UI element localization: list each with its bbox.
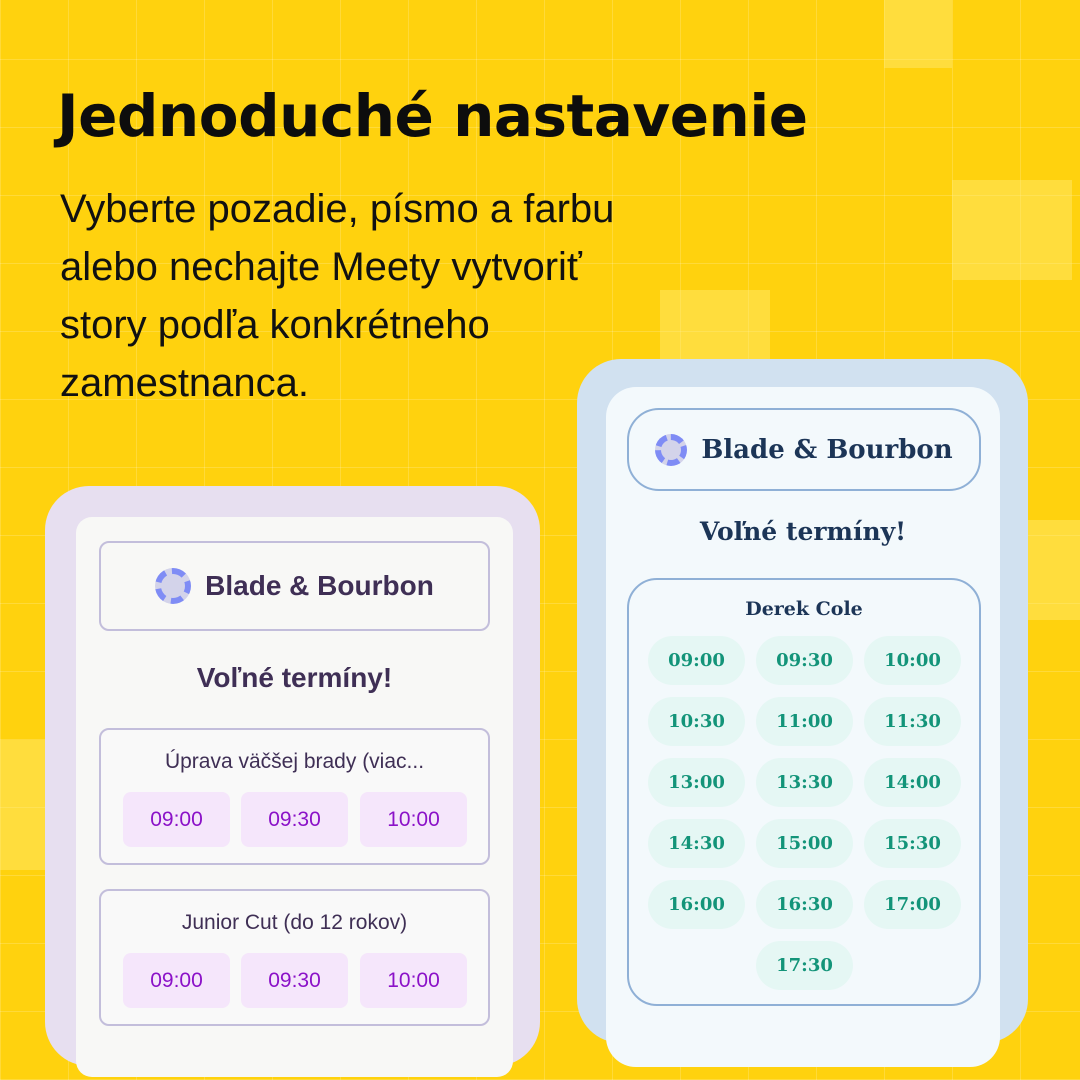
time-slot[interactable]: 15:00 <box>756 819 853 868</box>
brand-header: Blade & Bourbon <box>627 408 981 491</box>
service-title: Úprava väčšej brady (viac... <box>164 750 425 773</box>
subtitle-line: story podľa konkrétneho <box>60 303 490 347</box>
staff-card: Derek Cole 09:00 09:30 10:00 10:30 11:00 11:3… <box>627 578 981 1006</box>
subtitle-line: zamestnanca. <box>60 361 310 405</box>
brand-header: Blade & Bourbon <box>99 541 490 631</box>
time-slot[interactable]: 09:00 <box>123 953 230 1008</box>
time-slot[interactable]: 16:00 <box>648 880 745 929</box>
time-slot[interactable]: 10:00 <box>360 792 467 847</box>
brand-name: Blade & Bourbon <box>701 434 953 465</box>
story-content: Blade & Bourbon Voľné termíny! Derek Col… <box>606 387 1000 1067</box>
story-content: Blade & Bourbon Voľné termíny! Úprava vä… <box>76 517 513 1077</box>
time-slot[interactable]: 13:30 <box>756 758 853 807</box>
headline: Jednoduché nastavenie <box>57 82 808 150</box>
time-slot[interactable]: 10:00 <box>360 953 467 1008</box>
bg-tile <box>0 740 45 870</box>
subtitle-line: Vyberte pozadie, písmo a farbu <box>60 187 615 231</box>
time-slot[interactable]: 14:00 <box>864 758 961 807</box>
time-slot[interactable]: 09:30 <box>241 953 348 1008</box>
bg-tile <box>660 290 770 360</box>
time-slot[interactable]: 11:30 <box>864 697 961 746</box>
subtitle: Vyberte pozadie, písmo a farbu alebo nec… <box>60 180 760 412</box>
time-slot[interactable]: 14:30 <box>648 819 745 868</box>
right-story-preview: Blade & Bourbon Voľné termíny! Derek Col… <box>577 359 1028 1067</box>
brand-logo-icon <box>655 433 688 466</box>
time-slot[interactable]: 17:30 <box>756 941 853 990</box>
brand-name: Blade & Bourbon <box>205 570 434 601</box>
time-slot[interactable]: 10:30 <box>648 697 745 746</box>
bg-tile <box>1028 520 1080 620</box>
bg-tile <box>884 0 952 68</box>
time-slot[interactable]: 17:00 <box>864 880 961 929</box>
left-story-preview: Blade & Bourbon Voľné termíny! Úprava vä… <box>45 486 540 1077</box>
time-slot[interactable]: 09:00 <box>648 636 745 685</box>
brand-logo-icon <box>155 568 192 604</box>
time-slot[interactable]: 16:30 <box>756 880 853 929</box>
time-slot[interactable]: 09:30 <box>241 792 348 847</box>
bg-tile <box>952 180 1072 280</box>
time-slot[interactable]: 09:30 <box>756 636 853 685</box>
time-slot[interactable]: 13:00 <box>648 758 745 807</box>
time-slot[interactable]: 15:30 <box>864 819 961 868</box>
service-card: Úprava väčšej brady (viac... 09:00 09:30… <box>99 728 490 865</box>
subtitle-line: alebo nechajte Meety vytvoriť <box>60 245 582 289</box>
time-slot[interactable]: 10:00 <box>864 636 961 685</box>
time-slot[interactable]: 11:00 <box>756 697 853 746</box>
service-card: Junior Cut (do 12 rokov) 09:00 09:30 10:… <box>99 889 490 1026</box>
section-heading: Voľné termíny! <box>699 517 907 546</box>
time-slot[interactable]: 09:00 <box>123 792 230 847</box>
staff-name: Derek Cole <box>745 598 863 620</box>
service-title: Junior Cut (do 12 rokov) <box>181 911 408 934</box>
section-heading: Voľné termíny! <box>196 662 393 693</box>
